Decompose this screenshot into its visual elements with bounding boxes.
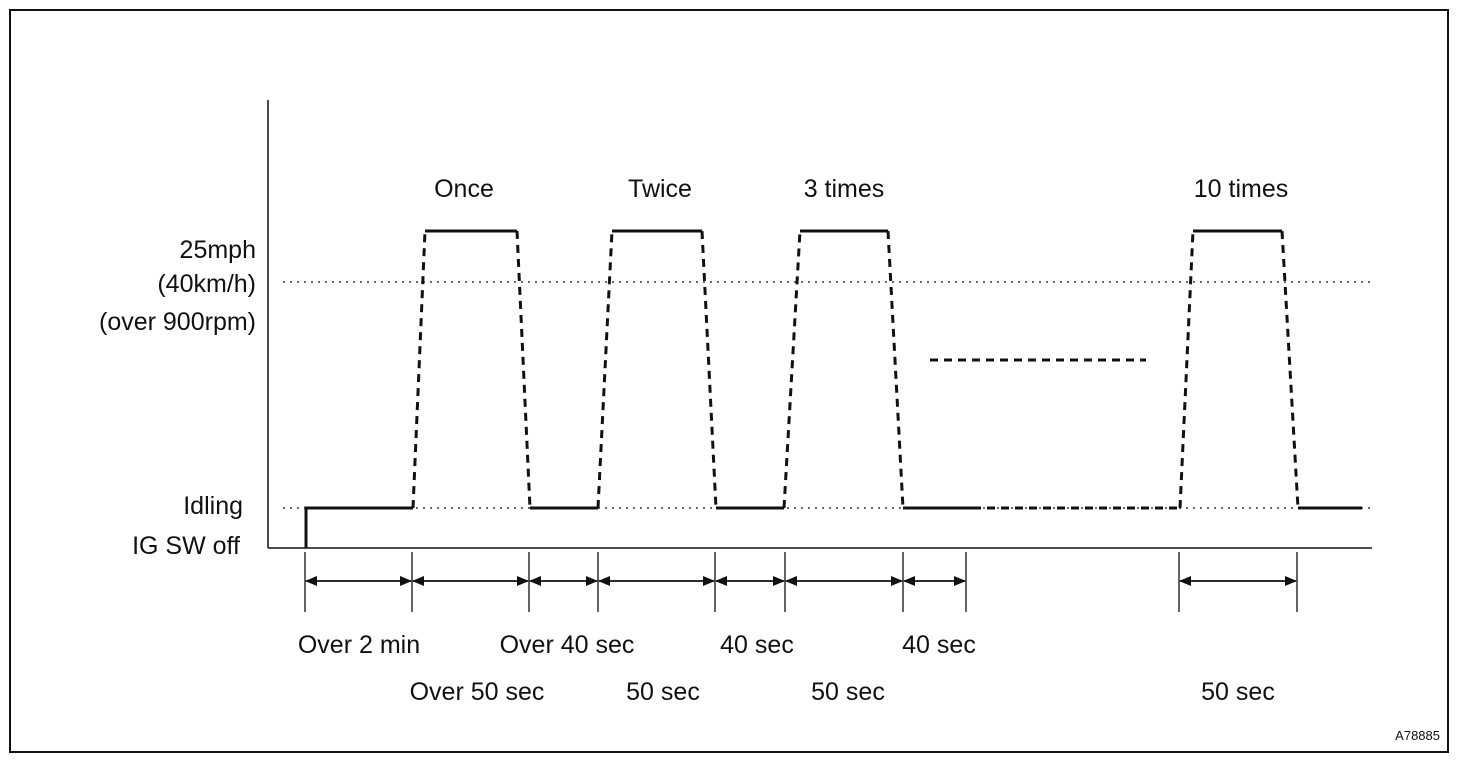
interval-label-40-sec-a: 40 sec — [720, 631, 794, 659]
label-over-900rpm: (over 900rpm) — [99, 308, 256, 336]
cycle-2-ramp-down — [700, 230, 718, 509]
diagram-border — [9, 9, 1449, 753]
cycle-label-twice: Twice — [628, 175, 692, 203]
label-40kmh: (40km/h) — [157, 270, 256, 298]
cycle-2-ramp-up — [596, 230, 614, 509]
interval-label-over-40-sec: Over 40 sec — [500, 631, 635, 659]
interval-ticks — [304, 552, 1298, 612]
cycle-3-ramp-up — [782, 230, 802, 509]
figure-id: A78885 — [1395, 728, 1440, 743]
interval-label-over-2-min: Over 2 min — [298, 631, 420, 659]
label-idling: Idling — [183, 492, 243, 520]
cycle-1-ramp-down — [515, 230, 532, 509]
interval-label-over-50-sec: Over 50 sec — [410, 678, 545, 706]
interval-label-50-sec-a: 50 sec — [626, 678, 700, 706]
interval-label-50-sec-b: 50 sec — [811, 678, 885, 706]
label-25mph: 25mph — [180, 236, 256, 264]
interval-label-40-sec-b: 40 sec — [902, 631, 976, 659]
ig-on-start-step — [304, 506, 413, 548]
signal-dashed-ramps — [411, 230, 1300, 510]
signal-solid-segments — [304, 229, 1362, 548]
label-ig-sw-off: IG SW off — [132, 532, 240, 560]
cycle-1-ramp-up — [411, 230, 427, 509]
cycle-label-once: Once — [434, 175, 494, 203]
cycle-label-3-times: 3 times — [804, 175, 885, 203]
cycle-10-ramp-up — [1178, 230, 1195, 509]
interval-label-50-sec-c: 50 sec — [1201, 678, 1275, 706]
cycle-10-ramp-down — [1280, 230, 1300, 509]
cycle-3-ramp-down — [886, 230, 905, 509]
cycle-label-10-times: 10 times — [1194, 175, 1288, 203]
